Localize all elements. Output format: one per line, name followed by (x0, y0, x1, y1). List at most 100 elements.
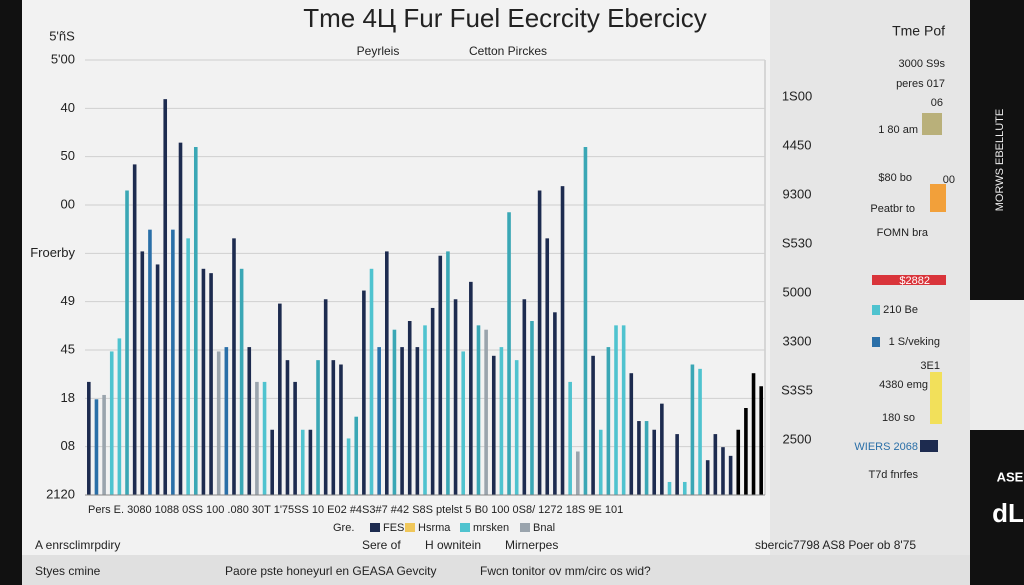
legend-item: mrsken (473, 522, 509, 534)
side-label: Froerby (30, 245, 75, 260)
bar (499, 347, 504, 495)
bar (354, 416, 359, 495)
bar (415, 347, 420, 495)
bar (660, 403, 664, 495)
bar (698, 368, 702, 495)
legend-swatch (370, 523, 380, 532)
note: sbercic7798 AS8 Poer ob 8'75 (755, 538, 916, 552)
right-label: S3S5 (781, 382, 813, 397)
bar (293, 381, 297, 495)
bar (423, 325, 427, 495)
bar (576, 451, 580, 495)
panel-item: T7d fnrfes (868, 469, 918, 481)
bar (125, 190, 129, 495)
bar (606, 347, 611, 495)
bar (476, 325, 481, 495)
right-strip (970, 0, 1024, 300)
bar (537, 190, 542, 495)
side-label: 49 (61, 293, 75, 308)
badge-text: ASE (997, 469, 1024, 484)
panel-title: Tme Pof (892, 23, 945, 39)
bar (491, 355, 496, 495)
bar (507, 212, 511, 495)
bar (675, 434, 679, 495)
legend-item: Bnal (533, 522, 555, 534)
bar (438, 255, 443, 495)
bar (323, 299, 328, 495)
bar (308, 429, 313, 495)
side-label: 40 (61, 100, 75, 115)
bar (148, 229, 152, 495)
corner-label: 5'ñS (49, 28, 75, 43)
right-label: 1S00 (782, 88, 812, 103)
bar (171, 229, 175, 495)
side-label: 50 (61, 148, 75, 163)
bar (331, 360, 336, 495)
panel-item: 3E1 (920, 360, 940, 372)
panel-item: 1 80 am (878, 124, 918, 136)
bar (446, 251, 450, 495)
bar (545, 238, 550, 495)
note: H ownitein (425, 538, 481, 552)
bar (232, 238, 236, 495)
note: Mirnerpes (505, 538, 558, 552)
side-label: 5'00 (51, 51, 75, 66)
panel-item: WIERS 2068 (854, 441, 918, 453)
panel-swatch (872, 305, 880, 315)
bar (247, 347, 252, 495)
bar (728, 455, 733, 495)
bar (392, 329, 397, 495)
bar (163, 99, 168, 496)
left-strip (0, 0, 22, 585)
right-label: 5000 (783, 284, 812, 299)
bar (239, 268, 244, 495)
bar (155, 264, 160, 495)
bar (430, 307, 435, 495)
panel-item: peres 017 (896, 78, 945, 90)
bar (186, 238, 190, 495)
side-text: MORWS EBELLUTE (994, 109, 1006, 212)
right-label: 9300 (783, 186, 812, 201)
bar (94, 399, 99, 495)
bar (224, 347, 229, 495)
bar (629, 373, 634, 495)
bar (87, 381, 91, 495)
panel-swatch (930, 372, 942, 424)
footer-text: Styes cmine (35, 564, 101, 578)
bar (560, 186, 565, 495)
bar (751, 373, 756, 495)
bar (285, 360, 290, 495)
side-label: 2120 (46, 486, 75, 501)
bar (713, 434, 718, 495)
bar (644, 421, 649, 495)
badge-text: dL (992, 498, 1024, 528)
bar (384, 251, 389, 495)
bar (522, 299, 527, 495)
bar (316, 360, 320, 495)
bar (690, 364, 695, 495)
bar (614, 325, 618, 495)
bar (216, 351, 221, 495)
bar (400, 347, 404, 495)
bar (759, 386, 763, 495)
panel-item: $2882 (899, 275, 930, 287)
legend-swatch (405, 523, 415, 532)
note: Sere of (362, 538, 401, 552)
bar (744, 408, 748, 495)
panel-item: 00 (943, 174, 955, 186)
bar (652, 429, 657, 495)
bar (178, 142, 183, 495)
panel-item: $80 bo (878, 172, 912, 184)
bar (461, 351, 466, 495)
right-label: 4450 (783, 137, 812, 152)
bar (262, 381, 267, 495)
bar (255, 381, 259, 495)
bar (705, 460, 710, 495)
legend-item: Hsrma (418, 522, 451, 534)
right-label: S530 (782, 235, 812, 250)
bar (193, 147, 198, 495)
panel-swatch (872, 337, 880, 347)
panel-item: 06 (931, 97, 943, 109)
bar (621, 325, 626, 495)
bar (339, 364, 343, 495)
